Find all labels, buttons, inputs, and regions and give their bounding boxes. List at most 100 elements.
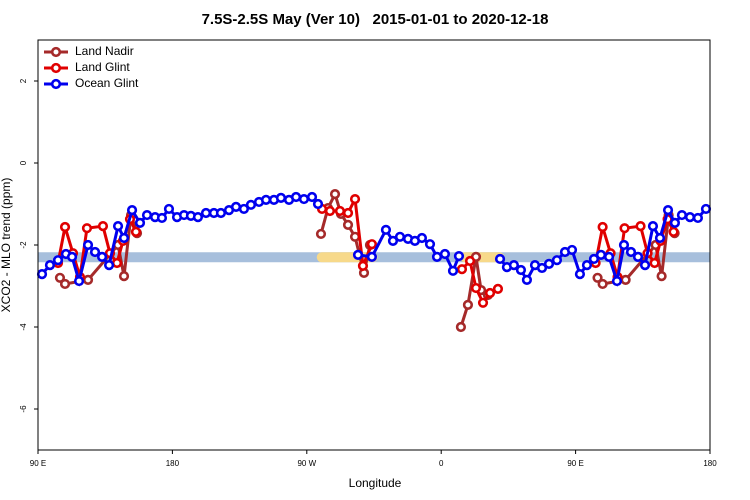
data-point [470, 282, 482, 294]
plot-area [36, 189, 712, 333]
data-point [462, 299, 474, 310]
data-point [260, 194, 272, 205]
data-point [477, 297, 489, 308]
data-point [352, 249, 364, 260]
data-point [424, 239, 436, 250]
data-point [639, 259, 651, 271]
data-point [492, 283, 504, 294]
data-point [54, 272, 66, 283]
data-point [635, 221, 646, 232]
data-point [103, 259, 115, 271]
data-point [245, 199, 257, 210]
data-point [357, 260, 369, 272]
data-point [275, 192, 287, 203]
data-point [130, 226, 142, 237]
data-point [230, 201, 242, 212]
data-point [494, 253, 506, 265]
x-tick-label: 90 E [567, 459, 583, 468]
data-point [215, 207, 227, 219]
data-point [44, 259, 56, 271]
data-point [82, 239, 94, 251]
y-tick-label: -4 [19, 323, 28, 331]
x-tick-label: 180 [703, 459, 717, 468]
data-point [684, 212, 696, 223]
data-point [342, 207, 354, 219]
y-axis-label: XCO2 - MLO trend (ppm) [0, 178, 13, 313]
data-point [134, 217, 146, 228]
data-point [455, 321, 467, 333]
data-point [342, 219, 354, 231]
y-tick-label: 2 [19, 78, 28, 83]
data-point [366, 251, 378, 262]
data-point [619, 223, 630, 234]
data-point [456, 264, 468, 275]
data-point [366, 239, 378, 250]
data-point [192, 212, 204, 223]
data-point [464, 255, 476, 267]
data-point [298, 193, 310, 205]
data-point [349, 193, 361, 205]
data-point [118, 232, 130, 244]
data-point [662, 205, 674, 216]
data-point [52, 255, 64, 266]
data-point [36, 269, 48, 280]
data-point [618, 239, 630, 251]
data-point [595, 249, 607, 260]
data-point [334, 205, 346, 217]
data-point [380, 224, 392, 235]
data-point [306, 191, 318, 203]
data-point [431, 251, 443, 262]
data-point [515, 264, 527, 276]
data-point [290, 191, 302, 203]
data-point [439, 248, 451, 260]
data-point [676, 209, 688, 221]
data-point [632, 251, 644, 262]
data-point [89, 246, 101, 258]
data-point [592, 272, 603, 283]
data-point [394, 231, 406, 242]
data-point [416, 232, 428, 244]
data-point [620, 274, 631, 285]
data-point [315, 228, 327, 240]
data-point [163, 203, 175, 215]
data-point [700, 203, 712, 215]
data-point [59, 221, 71, 233]
data-point [692, 212, 704, 224]
data-point [521, 274, 533, 285]
data-point [574, 269, 586, 280]
data-point [200, 207, 212, 219]
data-point [453, 250, 465, 262]
data-point [603, 251, 615, 262]
data-point [81, 223, 93, 234]
data-point [484, 287, 496, 299]
data-point [588, 253, 600, 265]
data-point [324, 205, 336, 217]
data-point [668, 226, 679, 237]
data-point [654, 232, 666, 244]
data-point [447, 265, 459, 276]
legend-marker [50, 62, 62, 74]
data-point [118, 271, 130, 282]
y-tick-label: 0 [19, 160, 28, 165]
data-point [508, 259, 520, 271]
data-point [597, 278, 608, 290]
data-point [647, 221, 659, 232]
x-axis-label: Longitude [349, 476, 402, 490]
data-point [82, 274, 94, 285]
data-point [141, 209, 153, 221]
data-point [59, 278, 71, 290]
data-point [649, 257, 660, 269]
data-point [238, 203, 250, 215]
data-point [112, 221, 124, 232]
legend-label: Land Nadir [75, 44, 134, 58]
data-point [581, 259, 593, 271]
chart-title: 7.5S-2.5S May (Ver 10) 2015-01-01 to 202… [202, 11, 549, 28]
data-point [126, 205, 138, 216]
legend-marker [50, 46, 62, 58]
x-tick-label: 90 W [297, 459, 316, 468]
x-tick-label: 90 E [30, 459, 46, 468]
data-point [111, 257, 123, 269]
data-point [329, 189, 341, 200]
data-point [96, 251, 108, 262]
